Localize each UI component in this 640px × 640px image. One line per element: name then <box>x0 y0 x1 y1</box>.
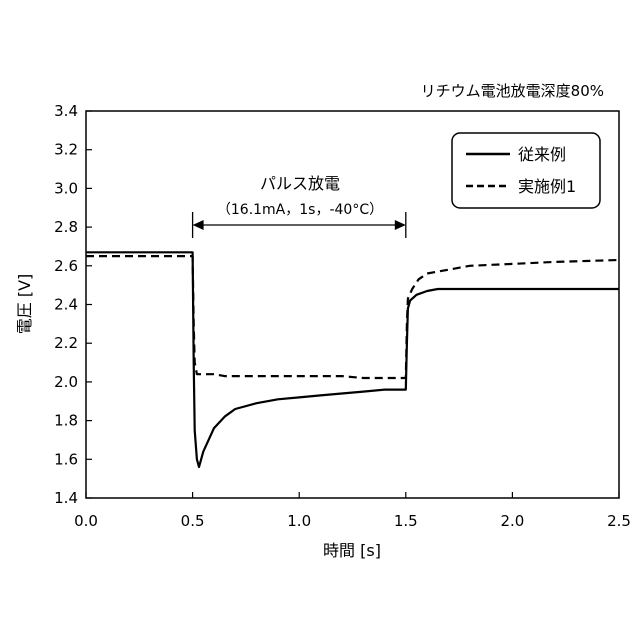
x-tick-label: 0.0 <box>74 512 98 530</box>
y-tick-label: 2.0 <box>54 373 78 391</box>
y-tick-label: 3.2 <box>54 141 78 159</box>
y-axis-label: 電圧 [V] <box>15 274 34 335</box>
x-tick-label: 1.0 <box>287 512 311 530</box>
y-tick-label: 2.8 <box>54 218 78 236</box>
y-tick-label: 1.4 <box>54 489 78 507</box>
y-tick-label: 2.4 <box>54 296 78 314</box>
y-tick-label: 3.4 <box>54 102 78 120</box>
chart-title: リチウム電池放電深度80% <box>421 82 604 100</box>
y-tick-label: 1.6 <box>54 450 78 468</box>
x-tick-label: 1.5 <box>394 512 418 530</box>
series-layer <box>86 252 619 467</box>
y-tick-label: 1.8 <box>54 412 78 430</box>
legend: 従来例 実施例1 <box>452 133 600 208</box>
x-tick-label: 2.5 <box>607 512 631 530</box>
annotation-detail: （16.1mA，1s，-40°C） <box>217 202 383 218</box>
series-line-example1 <box>86 256 619 378</box>
legend-label-1: 従来例 <box>518 145 566 164</box>
pulse-annotation: パルス放電 （16.1mA，1s，-40°C） <box>193 174 406 238</box>
y-tick-label: 3.0 <box>54 179 78 197</box>
annotation-title: パルス放電 <box>260 174 340 193</box>
y-tick-label: 2.6 <box>54 257 78 275</box>
y-tick-label: 2.2 <box>54 334 78 352</box>
x-tick-label: 0.5 <box>181 512 205 530</box>
legend-label-2: 実施例1 <box>518 177 576 196</box>
annotation-arrowhead-right <box>395 220 406 230</box>
x-axis-label: 時間 [s] <box>323 541 381 560</box>
series-line-conventional <box>86 252 619 467</box>
annotation-arrowhead-left <box>193 220 204 230</box>
x-tick-label: 2.0 <box>500 512 524 530</box>
